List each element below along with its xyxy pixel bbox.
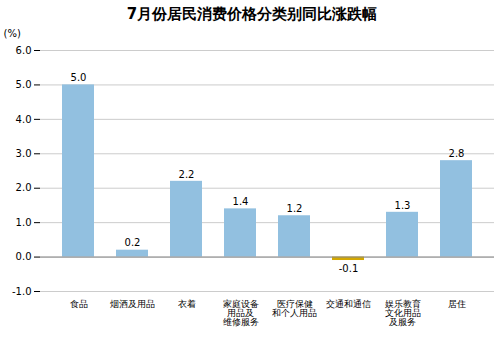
svg-text:居住: 居住 [448, 299, 466, 309]
svg-text:交通和通信: 交通和通信 [326, 299, 371, 309]
svg-text:5.0: 5.0 [16, 79, 32, 90]
svg-text:0.2: 0.2 [125, 237, 141, 248]
svg-text:-0.1: -0.1 [339, 263, 359, 274]
svg-text:6.0: 6.0 [16, 45, 32, 56]
svg-text:-1.0: -1.0 [12, 286, 32, 297]
svg-text:2.2: 2.2 [179, 169, 195, 180]
svg-text:衣着: 衣着 [178, 299, 196, 309]
svg-text:1.4: 1.4 [233, 196, 249, 207]
svg-text:娱乐教育文化用品及服务: 娱乐教育文化用品及服务 [385, 299, 421, 327]
html-text:7月份居民消费价格分类别同比涨跌幅: 7月份居民消费价格分类别同比涨跌幅 [126, 5, 378, 23]
svg-text:(%): (%) [4, 28, 21, 39]
svg-text:0.0: 0.0 [16, 251, 32, 262]
svg-text:1.0: 1.0 [16, 217, 32, 228]
svg-text:2.0: 2.0 [16, 182, 32, 193]
svg-text:1.3: 1.3 [395, 200, 411, 211]
svg-text:食品: 食品 [70, 299, 88, 309]
svg-text:2.8: 2.8 [449, 148, 465, 159]
svg-text:烟酒及用品: 烟酒及用品 [110, 299, 155, 309]
svg-text:1.2: 1.2 [287, 203, 303, 214]
svg-text:3.0: 3.0 [16, 148, 32, 159]
svg-text:5.0: 5.0 [71, 72, 87, 83]
svg-text:家庭设备用品及维修服务: 家庭设备用品及维修服务 [223, 299, 259, 327]
svg-text:4.0: 4.0 [16, 114, 32, 125]
svg-text:医疗保健和个人用品: 医疗保健和个人用品 [272, 299, 317, 318]
